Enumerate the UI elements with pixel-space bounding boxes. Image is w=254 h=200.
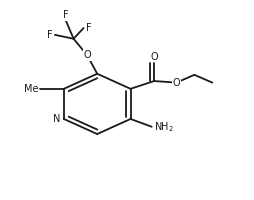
Text: Me: Me <box>24 84 38 94</box>
Text: N: N <box>54 114 61 124</box>
Text: O: O <box>150 52 158 62</box>
Text: F: F <box>47 30 53 40</box>
Text: O: O <box>173 78 180 88</box>
Text: F: F <box>63 10 69 20</box>
Text: F: F <box>86 23 91 33</box>
Text: NH$_2$: NH$_2$ <box>154 120 173 134</box>
Text: O: O <box>83 50 91 60</box>
